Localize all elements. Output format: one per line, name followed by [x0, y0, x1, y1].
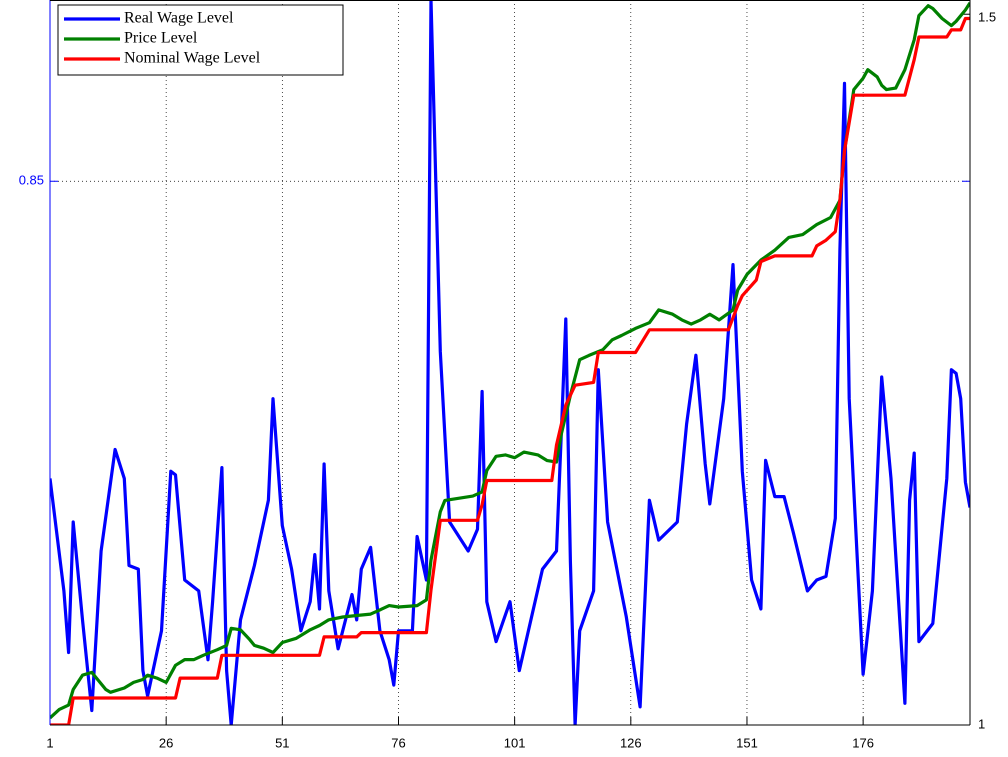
legend-label: Price Level	[124, 30, 198, 47]
y2-tick-label: 1	[978, 716, 985, 731]
x-tick-label: 151	[736, 735, 758, 750]
x-tick-label: 126	[620, 735, 642, 750]
x-tick-label: 176	[852, 735, 874, 750]
legend-label: Nominal Wage Level	[124, 50, 261, 67]
plot-area	[50, 0, 970, 725]
x-tick-label: 101	[504, 735, 526, 750]
y-tick-label: 0.85	[19, 173, 44, 188]
series-line	[50, 0, 970, 725]
x-tick-label: 51	[275, 735, 289, 750]
y2-tick-label: 1.5	[978, 9, 996, 24]
legend: Real Wage Level Price Level Nominal Wage L…	[57, 4, 344, 76]
series-line	[50, 1, 970, 720]
series-line	[50, 16, 970, 725]
x-tick-label: 76	[391, 735, 405, 750]
legend-label: Real Wage Level	[124, 10, 234, 27]
x-tick-label: 1	[46, 735, 53, 750]
x-tick-label: 26	[159, 735, 173, 750]
